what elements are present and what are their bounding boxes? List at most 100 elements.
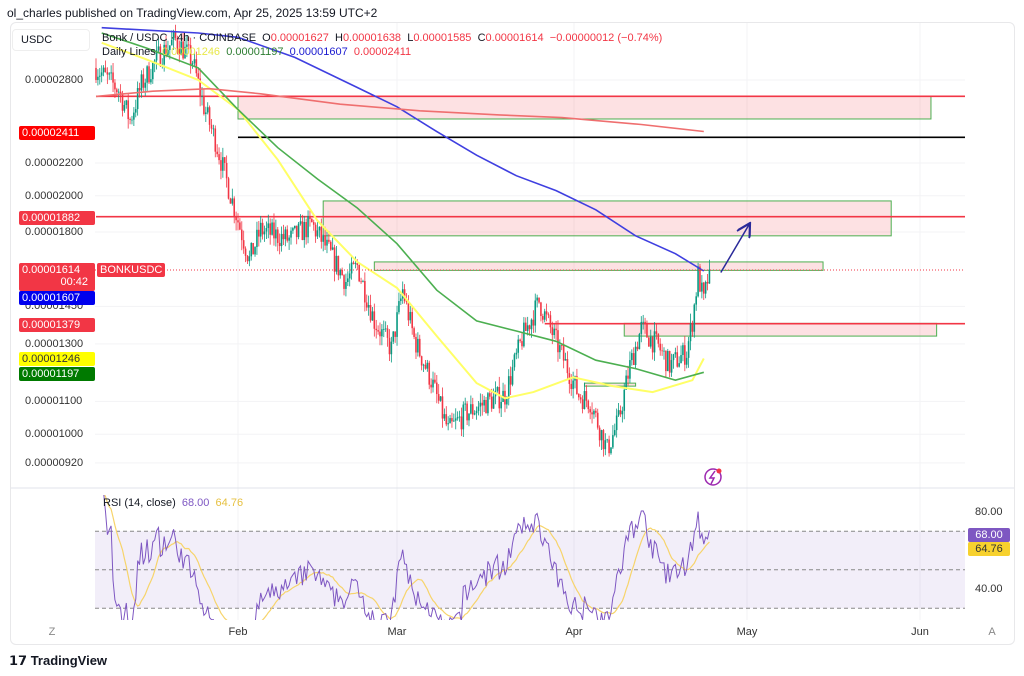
candle-body: [195, 59, 198, 74]
candle-body: [441, 396, 444, 419]
candle-body: [521, 341, 523, 347]
candle-body: [449, 418, 451, 424]
candle-body: [193, 59, 196, 64]
horizontal-lines: [96, 95, 965, 325]
candle-body: [538, 297, 540, 303]
candle-body: [428, 362, 431, 385]
high-value: 0.00001638: [342, 32, 402, 44]
zone-box: [322, 200, 892, 237]
rsi-value: 68.00: [181, 497, 210, 509]
candle-body: [365, 302, 368, 308]
candle-body: [631, 353, 633, 361]
candle-body: [523, 322, 525, 347]
candle-body: [174, 31, 177, 38]
ma-legend: Daily Lines 0.00001246 0.00001197 0.0000…: [102, 46, 411, 58]
projection-arrow[interactable]: [720, 224, 749, 273]
candle-body: [409, 311, 412, 321]
candle-body: [653, 331, 656, 353]
ma-blue-value: 0.00001607: [289, 46, 348, 58]
lightning-icon[interactable]: [704, 468, 722, 486]
candle-body: [600, 430, 603, 441]
zoom-button[interactable]: Z: [48, 626, 56, 638]
candle-body: [320, 226, 323, 242]
candle-body: [259, 222, 262, 237]
candle-body: [511, 367, 514, 385]
candle-body: [216, 151, 218, 155]
candle-body: [303, 222, 306, 241]
candle-body: [651, 336, 654, 353]
ma-legend-label[interactable]: Daily Lines: [102, 46, 156, 58]
candle-body: [170, 39, 173, 46]
candle-body: [496, 387, 499, 391]
candle-body: [689, 323, 692, 342]
candle-body: [413, 328, 415, 337]
high-label: H: [334, 32, 343, 44]
candle-body: [458, 416, 461, 418]
candle-body: [258, 229, 260, 237]
candle-body: [418, 338, 421, 357]
candle-body: [471, 404, 474, 415]
ma-red-marker: 0.00002411: [19, 126, 95, 140]
candle-body: [324, 235, 326, 246]
candle-body: [328, 239, 330, 242]
candle-body: [424, 364, 427, 369]
candle-body: [142, 74, 145, 88]
ma-green-value: 0.00001197: [226, 46, 284, 58]
price-tick: 0.00001000: [25, 428, 84, 441]
candle-body: [294, 225, 296, 229]
candle-body: [129, 119, 131, 121]
chart-frame: [10, 22, 1015, 645]
candle-body: [663, 350, 665, 352]
candle-body: [447, 423, 449, 425]
rsi-label[interactable]: RSI (14, close): [103, 497, 176, 509]
candle-body: [579, 397, 582, 400]
auto-scale-button[interactable]: A: [988, 626, 996, 638]
time-label: Feb: [228, 626, 248, 638]
time-label: May: [736, 626, 758, 638]
candle-body: [394, 331, 396, 337]
symbol-title[interactable]: Bonk / USDC · 4h · COINBASE: [102, 32, 257, 44]
candle-body: [172, 31, 175, 40]
candle-body: [203, 95, 205, 115]
currency-label[interactable]: USDC: [12, 29, 90, 51]
candle-body: [646, 324, 648, 338]
candle-body: [314, 224, 317, 237]
tv-logo-icon: 𝟭𝟳: [9, 653, 31, 668]
candle-body: [337, 255, 340, 276]
candle-body: [125, 100, 128, 105]
candle-body: [532, 319, 535, 326]
zone-box: [623, 322, 938, 337]
candle-body: [506, 398, 508, 405]
candle-body: [706, 281, 709, 284]
candle-body: [576, 376, 578, 394]
candle-body: [373, 311, 376, 329]
candle-body: [100, 72, 103, 76]
candle-body: [682, 345, 684, 356]
candle-body: [271, 222, 273, 235]
candle-body: [422, 364, 425, 366]
candle-body: [644, 321, 646, 325]
candle-body: [640, 321, 643, 334]
candle-body: [95, 67, 97, 80]
candle-body: [140, 74, 143, 91]
candle-body: [369, 304, 372, 321]
candle-body: [350, 262, 353, 274]
candle-body: [165, 44, 167, 56]
candle-body: [390, 341, 393, 355]
candle-body: [131, 119, 133, 121]
candle-body: [687, 341, 690, 358]
tradingview-logo[interactable]: 𝟭𝟳 TradingView: [9, 653, 107, 669]
candle-body: [250, 242, 253, 257]
candle-body: [528, 325, 531, 330]
candle-body: [411, 311, 413, 329]
ma-line-red: [95, 87, 704, 133]
candle-body: [339, 269, 342, 276]
candle-body: [672, 354, 675, 361]
ma-line-yellow: [101, 41, 705, 400]
candle-body: [345, 281, 347, 289]
candle-body: [680, 355, 682, 364]
candle-body: [627, 375, 629, 379]
candle-body: [604, 440, 607, 450]
candle-body: [557, 330, 559, 353]
